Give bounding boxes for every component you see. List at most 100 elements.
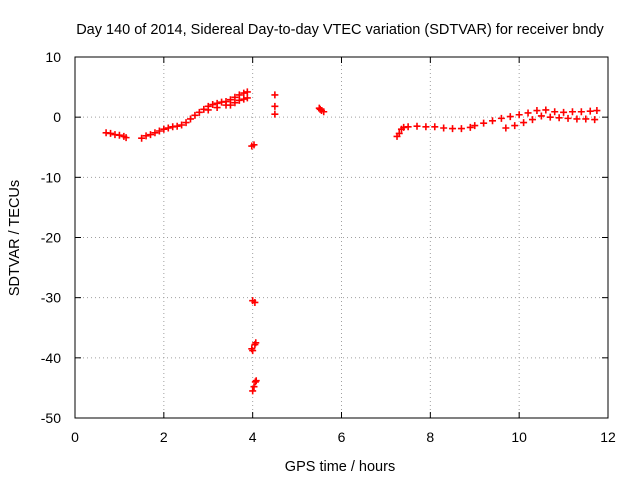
x-tick-label: 12 [600, 429, 616, 445]
data-point [316, 105, 324, 113]
data-point [231, 99, 239, 107]
y-tick-label: -50 [41, 410, 61, 426]
data-point [422, 123, 430, 131]
data-point [195, 108, 203, 116]
x-tick-label: 0 [71, 429, 79, 445]
data-point [320, 108, 328, 116]
data-point [440, 124, 448, 132]
x-tick-label: 6 [338, 429, 346, 445]
data-point [164, 124, 172, 132]
data-point [271, 110, 279, 118]
axis-ticks [74, 56, 609, 419]
y-tick-label: -10 [41, 169, 61, 185]
data-point [577, 108, 585, 116]
data-point [555, 114, 563, 122]
data-point [582, 115, 590, 123]
data-point [591, 116, 599, 124]
x-tick-label: 10 [511, 429, 527, 445]
data-point [204, 106, 212, 114]
data-point [252, 377, 260, 385]
data-point [573, 115, 581, 123]
y-tick-label: -20 [41, 230, 61, 246]
data-point [524, 109, 532, 117]
data-point [271, 91, 279, 99]
data-point [546, 113, 554, 121]
data-point [551, 108, 559, 116]
data-point [480, 119, 488, 127]
data-point [593, 107, 601, 115]
data-point [560, 108, 568, 116]
data-point [240, 95, 248, 103]
data-point [511, 122, 519, 130]
series-near-4h-outliers [248, 141, 260, 395]
data-point [497, 114, 505, 122]
data-point [115, 131, 123, 139]
series-late-arc [393, 106, 601, 140]
data-point [160, 125, 168, 133]
data-point [240, 89, 248, 97]
data-point [191, 111, 199, 119]
series-isolated-4.5h [271, 91, 279, 118]
data-point [502, 124, 510, 132]
tick-labels: 0 2 4 6 8 10 12 10 0 -10 -20 -30 -40 -50 [41, 49, 616, 445]
data-point [250, 141, 258, 149]
data-point [413, 122, 421, 130]
data-point [107, 129, 115, 137]
x-axis-label: GPS time / hours [285, 459, 395, 475]
data-point [515, 111, 523, 119]
data-point [138, 134, 146, 142]
data-point [186, 115, 194, 123]
data-point [249, 387, 257, 395]
data-point [142, 132, 150, 140]
data-point [209, 101, 217, 109]
data-point [243, 94, 251, 102]
data-point [182, 119, 190, 127]
x-tick-label: 2 [160, 429, 168, 445]
data-point [449, 125, 457, 133]
data-point [542, 106, 550, 114]
data-point [155, 127, 163, 135]
data-point [151, 129, 159, 137]
data-point [471, 122, 479, 130]
data-point [251, 298, 259, 306]
data-point [147, 131, 155, 139]
data-point [568, 108, 576, 116]
data-point [213, 104, 221, 112]
data-point [537, 112, 545, 120]
data-point [533, 107, 541, 115]
data-point [457, 125, 465, 133]
y-tick-label: -30 [41, 290, 61, 306]
data-point [222, 101, 230, 109]
data-point [506, 113, 514, 121]
data-point [489, 117, 497, 125]
data-point [404, 123, 412, 131]
data-point [395, 129, 403, 137]
y-tick-label: 10 [45, 49, 61, 65]
data-points [102, 88, 601, 395]
y-axis-label: SDTVAR / TECUs [7, 180, 23, 296]
data-point [528, 116, 536, 124]
y-tick-label: 0 [53, 109, 61, 125]
data-point [271, 102, 279, 110]
x-tick-label: 4 [249, 429, 257, 445]
data-point [466, 123, 474, 131]
data-point [431, 123, 439, 131]
data-point [252, 339, 260, 347]
data-point [251, 378, 259, 386]
y-tick-label: -40 [41, 350, 61, 366]
data-point [173, 122, 181, 130]
data-point [178, 121, 186, 129]
series-cluster-5.5h [315, 104, 328, 116]
data-point [243, 88, 251, 96]
series-early-arc [102, 129, 130, 142]
data-point [520, 119, 528, 127]
data-point [122, 134, 130, 142]
x-tick-label: 8 [426, 429, 434, 445]
data-point [250, 383, 258, 391]
data-point [586, 107, 594, 115]
series-rising-arc [138, 88, 251, 142]
data-point [249, 347, 257, 355]
data-point [235, 96, 243, 104]
chart-title: Day 140 of 2014, Sidereal Day-to-day VTE… [76, 22, 604, 38]
